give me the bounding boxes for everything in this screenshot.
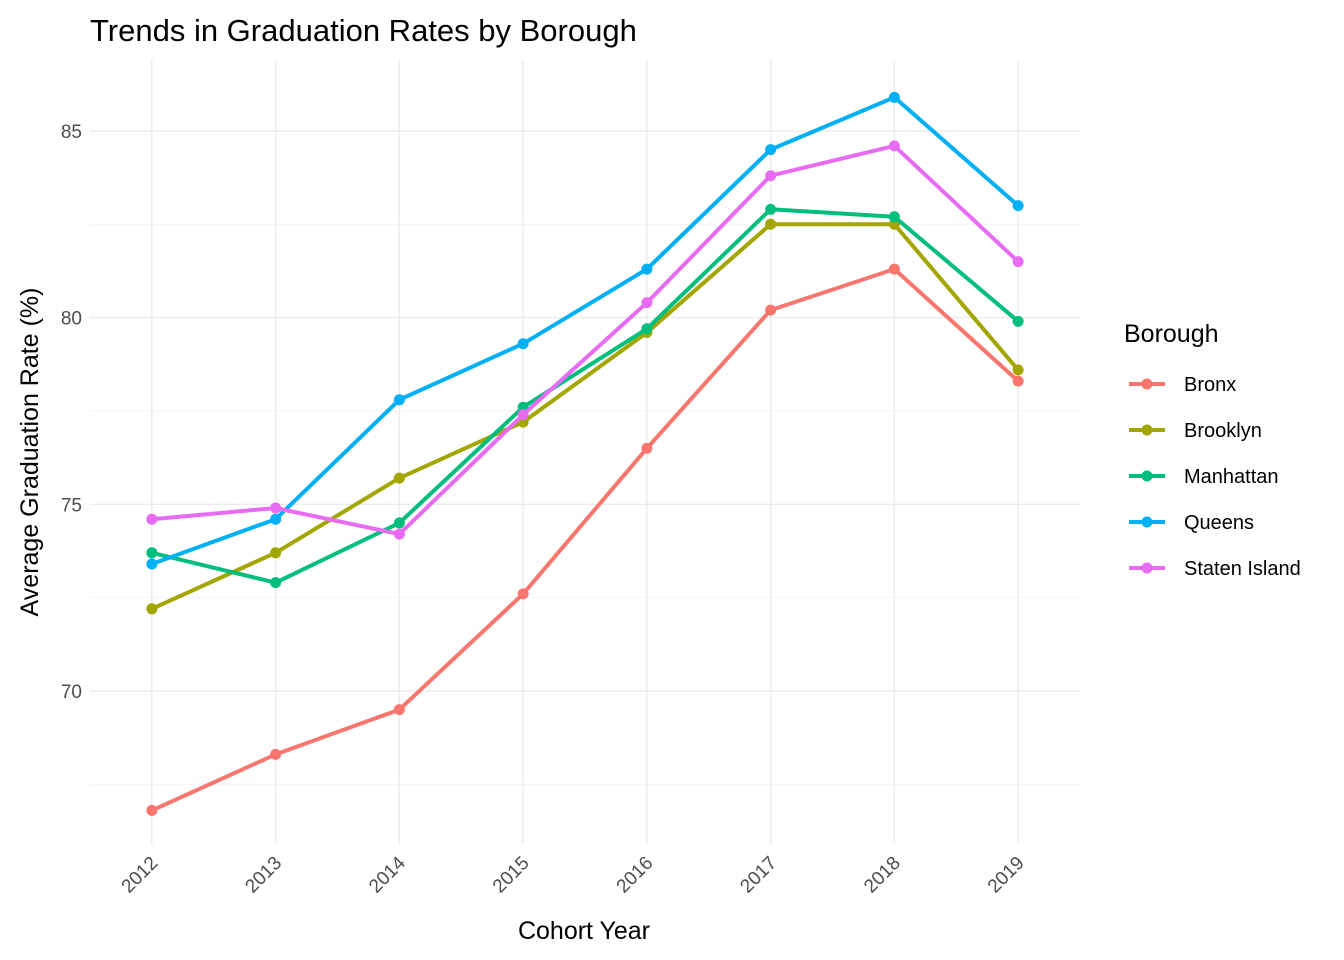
legend-label: Queens xyxy=(1184,512,1254,534)
x-tick-label: 2019 xyxy=(984,853,1029,898)
data-point xyxy=(146,804,158,816)
legend-key-point xyxy=(1141,424,1153,436)
data-point xyxy=(393,472,405,484)
series-line xyxy=(149,95,1021,566)
series-line xyxy=(149,143,1021,537)
data-point xyxy=(393,394,405,406)
data-point xyxy=(888,91,900,103)
series-layer xyxy=(146,91,1024,816)
legend-item: Bronx xyxy=(1129,374,1236,396)
legend: Borough Bronx Brooklyn Manhattan Queens Stat… xyxy=(1124,320,1301,580)
data-point xyxy=(393,517,405,529)
y-axis-title: Average Graduation Rate (%) xyxy=(16,288,44,617)
data-point xyxy=(641,323,653,335)
data-point xyxy=(517,409,529,421)
legend-key-point xyxy=(1141,516,1153,528)
data-point xyxy=(393,528,405,540)
data-point xyxy=(1012,256,1024,268)
data-point xyxy=(765,203,777,215)
data-point xyxy=(641,442,653,454)
chart-title: Trends in Graduation Rates by Borough xyxy=(90,13,637,48)
legend-key-point xyxy=(1141,470,1153,482)
series-bronx xyxy=(146,263,1024,816)
x-tick-label: 2012 xyxy=(118,853,163,898)
data-point xyxy=(1012,375,1024,387)
x-axis-title: Cohort Year xyxy=(518,917,650,945)
data-point xyxy=(765,304,777,316)
data-point xyxy=(765,218,777,230)
data-point xyxy=(641,263,653,275)
data-point xyxy=(888,211,900,223)
series-line xyxy=(149,222,1021,611)
x-tick-label: 2016 xyxy=(613,853,658,898)
series-line xyxy=(149,267,1021,813)
data-point xyxy=(1012,364,1024,376)
data-point xyxy=(146,558,158,570)
legend-title: Borough xyxy=(1124,320,1219,348)
data-point xyxy=(146,547,158,559)
data-point xyxy=(765,170,777,182)
data-point xyxy=(270,547,282,559)
x-tick-label: 2017 xyxy=(736,853,781,898)
legend-item: Manhattan xyxy=(1129,466,1279,488)
data-point xyxy=(1012,200,1024,212)
series-brooklyn xyxy=(146,218,1024,615)
data-point xyxy=(888,140,900,152)
series-manhattan xyxy=(146,203,1024,589)
legend-key-point xyxy=(1141,562,1153,574)
series-staten-island xyxy=(146,140,1024,540)
data-point xyxy=(270,748,282,760)
data-point xyxy=(888,263,900,275)
y-axis-ticks: 70 75 80 85 xyxy=(61,122,82,703)
data-point xyxy=(517,338,529,350)
data-point xyxy=(641,297,653,309)
legend-key-point xyxy=(1141,378,1153,390)
y-tick-label: 80 xyxy=(61,309,82,330)
data-point xyxy=(517,588,529,600)
legend-item: Staten Island xyxy=(1129,558,1301,580)
x-tick-label: 2015 xyxy=(489,853,534,898)
data-point xyxy=(393,704,405,716)
legend-item: Queens xyxy=(1129,512,1254,534)
plot-grid xyxy=(90,60,1080,844)
legend-item: Brooklyn xyxy=(1129,420,1262,442)
data-point xyxy=(270,513,282,525)
x-axis-ticks: 2012 2013 2014 2015 2016 2017 2018 2019 xyxy=(118,852,1029,897)
y-tick-label: 75 xyxy=(61,495,82,516)
data-point xyxy=(146,513,158,525)
legend-label: Brooklyn xyxy=(1184,420,1262,442)
data-point xyxy=(270,577,282,589)
y-tick-label: 70 xyxy=(61,682,82,703)
x-tick-label: 2014 xyxy=(365,852,410,897)
data-point xyxy=(270,502,282,514)
data-point xyxy=(765,144,777,156)
x-tick-label: 2013 xyxy=(241,853,286,898)
legend-label: Manhattan xyxy=(1184,466,1279,488)
data-point xyxy=(146,603,158,615)
legend-label: Staten Island xyxy=(1184,558,1301,580)
series-line xyxy=(149,207,1021,585)
series-queens xyxy=(146,91,1024,570)
y-tick-label: 85 xyxy=(61,122,82,143)
x-tick-label: 2018 xyxy=(860,853,905,898)
legend-label: Bronx xyxy=(1184,374,1236,396)
data-point xyxy=(1012,315,1024,327)
